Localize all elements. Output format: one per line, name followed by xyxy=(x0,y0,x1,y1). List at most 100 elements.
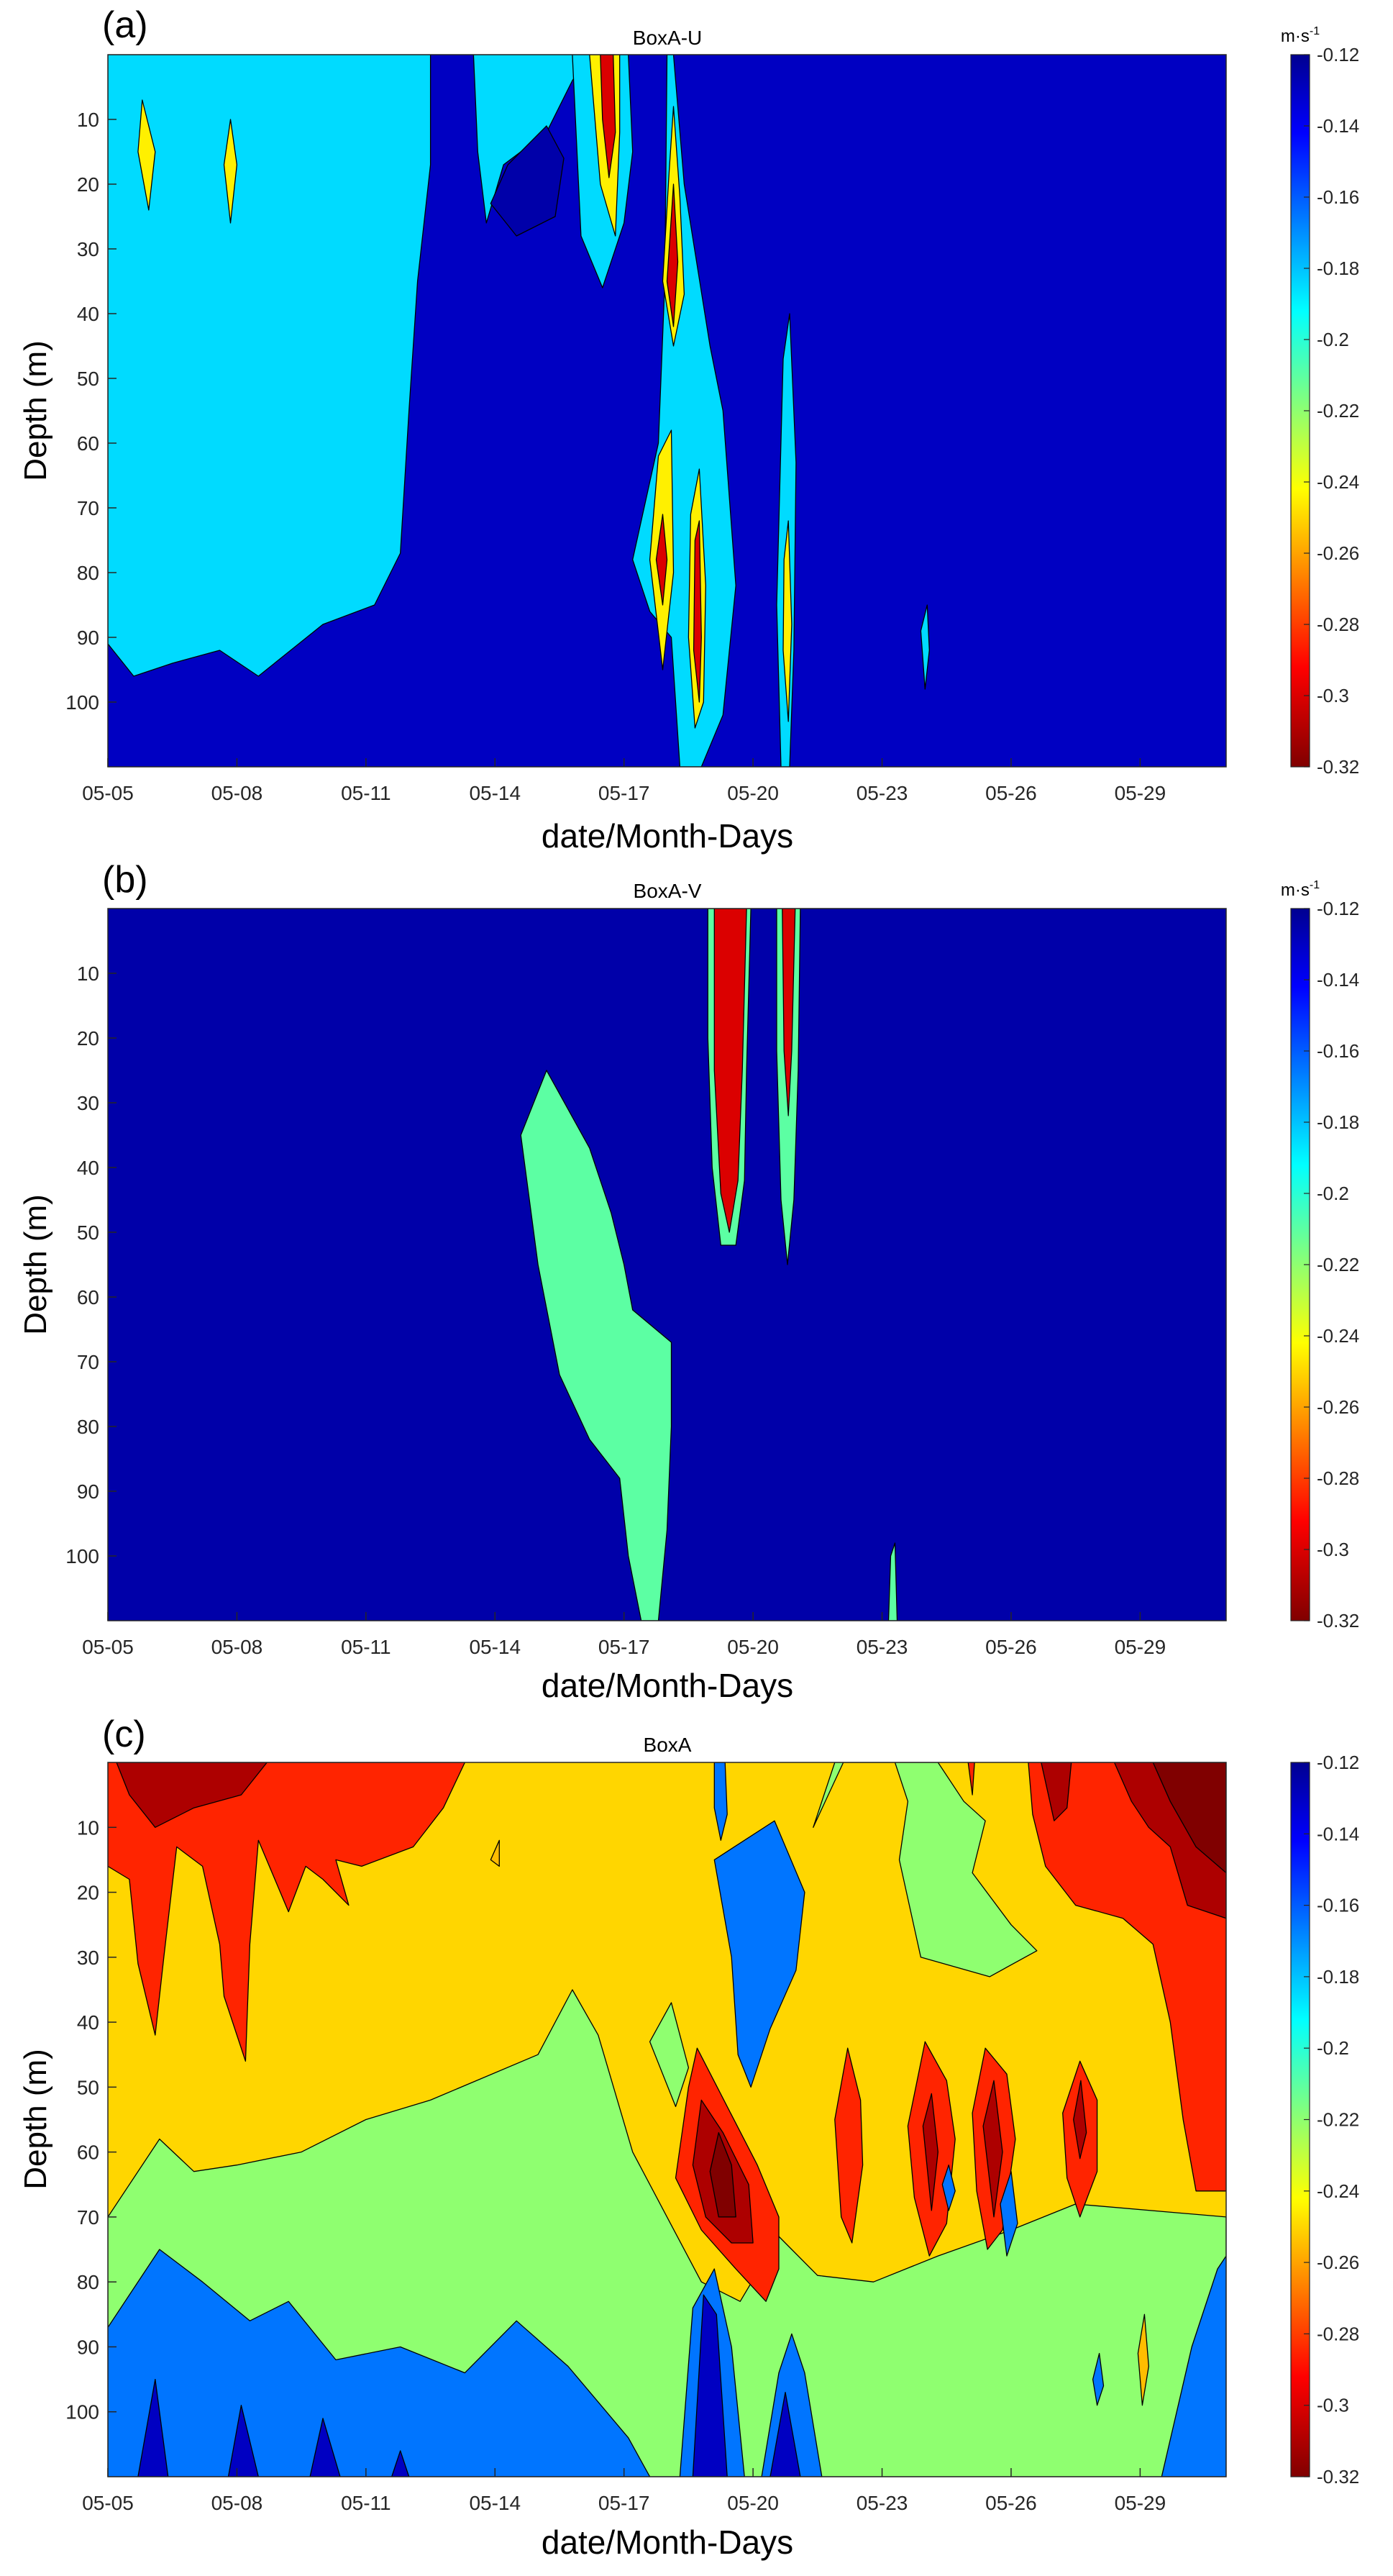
x-tick-label: 05-20 xyxy=(727,782,779,804)
contour-region xyxy=(782,520,793,722)
contour-plot xyxy=(107,1762,1227,2477)
colorbar-tick-label: -0.26 xyxy=(1317,542,1359,564)
contour-region xyxy=(1152,1762,1226,1874)
contour-region xyxy=(108,1762,466,2062)
contour-region xyxy=(922,2093,938,2211)
contour-region xyxy=(713,1762,728,1841)
colorbar-tick-label: -0.2 xyxy=(1317,2037,1349,2059)
contour-region xyxy=(834,2047,864,2244)
y-axis: 10 20 30 40 50 60 70 80 90 100 xyxy=(65,1816,117,2423)
plot-frame xyxy=(107,1762,1227,2477)
x-tick-label: 05-05 xyxy=(82,782,134,804)
x-tick-label: 05-14 xyxy=(469,1636,521,1658)
y-tick-label: 70 xyxy=(77,2206,99,2229)
x-tick-label: 05-05 xyxy=(82,1636,134,1658)
contour-region xyxy=(116,1762,268,1828)
x-tick-label: 05-11 xyxy=(341,782,391,804)
contour-region xyxy=(967,1762,975,1796)
contour-region xyxy=(782,909,796,1116)
colorbar-tick-label: -0.28 xyxy=(1317,614,1359,635)
contour-region xyxy=(1137,2313,1149,2406)
y-tick-label: 50 xyxy=(77,368,99,390)
colorbar-tick-label: -0.22 xyxy=(1317,1254,1359,1275)
contour-region xyxy=(490,125,565,237)
y-tick-label: 90 xyxy=(77,627,99,649)
colorbar-unit: m·s-1 xyxy=(1281,879,1320,900)
contour-region xyxy=(1073,2080,1087,2159)
colorbar-tick-label: -0.24 xyxy=(1317,1325,1359,1347)
y-tick-label: 100 xyxy=(65,2401,99,2423)
colorbar-tick-label: -0.28 xyxy=(1317,1467,1359,1489)
chart-title: BoxA-U xyxy=(633,27,702,49)
y-axis: 10 20 30 40 50 60 70 80 90 100 xyxy=(65,109,117,714)
colorbar-tick-label: -0.22 xyxy=(1317,2109,1359,2131)
contour-plot xyxy=(107,908,1227,1621)
contour-fill xyxy=(108,55,1226,767)
contour-region xyxy=(1000,2171,1018,2257)
contour-region xyxy=(713,909,747,1233)
x-tick-label: 05-08 xyxy=(211,1636,263,1658)
y-tick-label: 100 xyxy=(65,691,99,714)
colorbar-tick-label: -0.16 xyxy=(1317,1040,1359,1062)
contour-region xyxy=(137,99,156,211)
contour-region xyxy=(887,1542,898,1621)
x-tick-label: 05-26 xyxy=(985,782,1037,804)
y-tick-label: 60 xyxy=(77,432,99,455)
y-tick-label: 30 xyxy=(77,1092,99,1114)
contour-region xyxy=(490,1839,500,1867)
colorbar-tick-label: -0.26 xyxy=(1317,1396,1359,1418)
contour-region xyxy=(309,2418,341,2477)
x-tick-label: 05-20 xyxy=(727,1636,779,1658)
colorbar: -0.12 -0.14 -0.16 -0.18 -0.2 -0.22 -0.24 -0.26 -… xyxy=(1290,1752,1359,2488)
plot-frame xyxy=(107,54,1227,768)
colorbar-tick-label: -0.3 xyxy=(1317,1539,1349,1560)
y-tick-label: 70 xyxy=(77,1351,99,1373)
contour-region xyxy=(666,183,679,327)
y-tick-label: 40 xyxy=(77,2011,99,2034)
y-axis-label: Depth (m) xyxy=(18,340,53,481)
y-tick-label: 70 xyxy=(77,497,99,519)
y-tick-label: 20 xyxy=(77,1882,99,1904)
y-tick-label: 50 xyxy=(77,1221,99,1244)
x-tick-label: 05-29 xyxy=(1115,782,1166,804)
contour-plot xyxy=(107,54,1227,768)
contour-region xyxy=(769,2391,801,2477)
contour-region xyxy=(713,1820,805,2088)
colorbar: m·s-1 -0.12 -0.14 -0.16 -0.18 -0.2 -0.22 -0.24… xyxy=(1281,25,1359,778)
contour-region xyxy=(1092,2352,1105,2406)
plot-frame xyxy=(107,908,1227,1621)
y-tick-label: 60 xyxy=(77,1286,99,1309)
colorbar-tick-label: -0.18 xyxy=(1317,1111,1359,1133)
x-tick-label: 05-14 xyxy=(469,782,521,804)
colorbar-tick-label: -0.14 xyxy=(1317,969,1359,991)
y-tick-label: 80 xyxy=(77,2271,99,2293)
contour-region xyxy=(391,2450,410,2477)
y-tick-label: 50 xyxy=(77,2076,99,2098)
contour-fill xyxy=(108,909,1226,1621)
y-tick-label: 10 xyxy=(77,1816,99,1839)
contour-region xyxy=(709,2131,736,2218)
x-axis-label: date/Month-Days xyxy=(542,1667,793,1704)
colorbar-tick-label: -0.12 xyxy=(1317,1752,1359,1773)
x-tick-label: 05-29 xyxy=(1115,2492,1166,2514)
x-tick-label: 05-17 xyxy=(598,782,650,804)
contour-region xyxy=(982,2080,1003,2218)
panel-label: (c) xyxy=(102,1713,146,1755)
colorbar-tick-label: -0.12 xyxy=(1317,44,1359,65)
y-tick-label: 90 xyxy=(77,2336,99,2358)
y-tick-label: 100 xyxy=(65,1545,99,1567)
y-tick-label: 90 xyxy=(77,1480,99,1503)
y-tick-label: 30 xyxy=(77,1947,99,1969)
y-tick-label: 10 xyxy=(77,962,99,985)
x-tick-label: 05-11 xyxy=(341,2492,391,2514)
contour-region xyxy=(520,1070,672,1621)
contour-region xyxy=(108,55,431,677)
x-tick-label: 05-08 xyxy=(211,782,263,804)
x-axis-label: date/Month-Days xyxy=(542,817,793,855)
colorbar-tick-label: -0.3 xyxy=(1317,685,1349,706)
panel-label: (a) xyxy=(102,4,148,46)
contour-region xyxy=(137,2378,169,2477)
